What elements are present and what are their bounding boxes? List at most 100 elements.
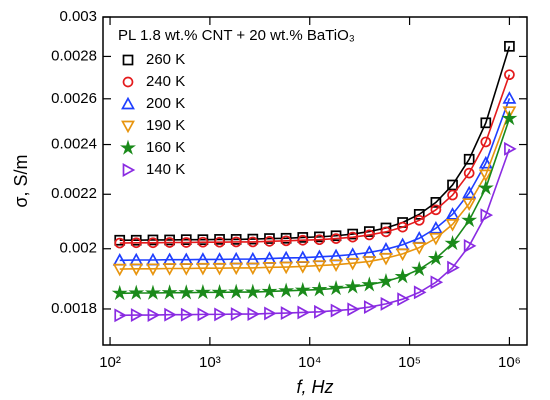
data-point [397,292,410,307]
y-tick-label: 0.0022 [51,185,97,202]
data-point [430,197,442,208]
legend-marker [121,120,135,134]
data-point [394,268,411,284]
data-point [280,235,292,247]
data-point [444,234,461,251]
data-point [245,262,260,276]
data-point [314,234,325,246]
chart-title: PL 1.8 wt.% CNT + 20 wt.% BaTiO₃ [118,27,355,44]
data-point [128,284,145,300]
data-point [462,185,477,199]
data-point [214,307,227,322]
data-point [447,179,458,191]
data-point [147,237,159,249]
data-point [461,211,478,228]
plot-frame [102,16,528,346]
data-point [244,283,261,299]
data-point [230,307,244,322]
data-point [502,106,517,119]
legend-label: 190 K [146,117,185,134]
x-tick-label: 10⁶ [498,354,521,371]
legend-marker [122,76,134,88]
data-point [294,281,311,298]
data-point [428,232,443,246]
y-tick-label: 0.0018 [51,300,97,317]
data-point [279,261,294,275]
data-point [501,110,518,126]
data-point [347,231,359,243]
legend-marker [122,54,134,66]
data-point [447,260,460,275]
data-point [380,226,392,238]
data-point [362,256,377,269]
data-point [180,307,194,322]
data-point [212,262,227,276]
data-point [295,261,310,274]
data-point [463,238,477,253]
data-point [264,306,277,321]
legend-marker [121,96,135,110]
data-point [445,219,460,232]
data-point [413,214,425,226]
data-point [395,248,410,262]
data-point [428,220,443,234]
data-point [347,228,359,240]
data-point [228,283,245,299]
data-point [445,207,460,220]
data-point [195,262,210,276]
data-point [314,304,327,319]
legend-marker [122,163,136,177]
data-point [229,262,244,276]
x-tick-label: 10³ [199,354,221,371]
data-point [463,153,475,165]
data-point [397,221,408,233]
data-point [377,272,394,289]
data-point [146,263,160,277]
data-point [112,263,127,277]
data-point [211,283,228,300]
data-point [329,259,343,272]
data-point [178,284,195,300]
x-tick-label: 10² [99,354,121,371]
data-point [247,236,259,248]
data-point [380,296,394,311]
data-point [147,308,161,322]
data-point [430,204,442,216]
data-point [262,261,277,275]
data-point [164,237,175,248]
data-point [363,300,377,314]
data-point [114,308,127,323]
data-point [311,281,328,297]
data-point [197,307,211,322]
data-point [463,167,475,179]
data-point [330,303,344,318]
data-point [114,237,126,249]
data-point [297,305,311,320]
data-point [462,198,477,211]
data-point [297,234,309,246]
data-point [247,307,261,322]
data-point [480,136,492,148]
x-tick-label: 10⁵ [398,354,421,371]
y-tick-label: 0.0024 [51,136,97,153]
data-point [214,236,225,248]
data-point [194,283,211,300]
data-point [412,242,427,255]
data-point [413,285,427,300]
data-point [478,155,493,169]
data-point [344,278,361,294]
data-point [197,236,209,248]
data-point [480,208,494,223]
data-point [363,226,375,237]
data-point [502,91,517,104]
y-tick-label: 0.0026 [51,90,97,107]
y-tick-label: 0.003 [59,8,97,25]
legend-marker [120,139,136,155]
data-point [328,279,345,296]
data-point [347,302,360,317]
data-point [164,307,177,322]
data-point [363,229,375,241]
data-point [345,257,360,271]
data-point [162,263,177,276]
data-point [111,284,128,301]
